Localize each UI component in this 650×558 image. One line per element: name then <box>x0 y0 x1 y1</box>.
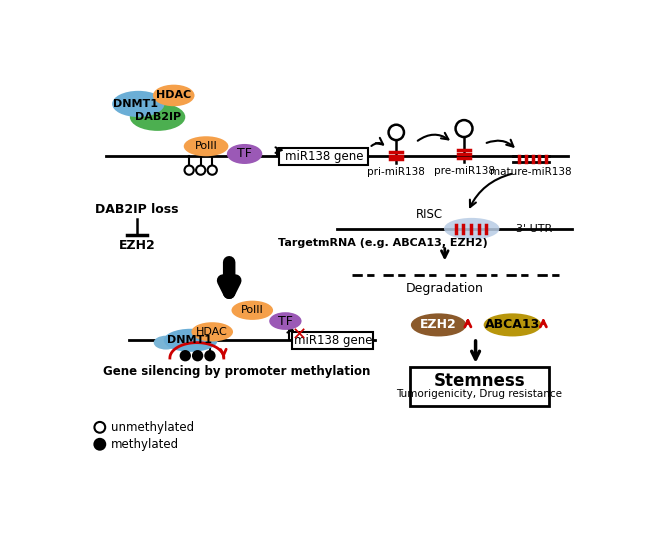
Circle shape <box>196 166 205 175</box>
Circle shape <box>456 120 473 137</box>
Ellipse shape <box>444 218 499 239</box>
Bar <box>292 332 373 349</box>
Ellipse shape <box>153 336 178 349</box>
Text: pri-miR138: pri-miR138 <box>367 167 425 177</box>
Text: EZH2: EZH2 <box>421 319 457 331</box>
Ellipse shape <box>484 314 541 336</box>
Ellipse shape <box>130 103 185 131</box>
Text: miR138 gene: miR138 gene <box>294 334 372 347</box>
Text: RISC: RISC <box>416 208 443 222</box>
Circle shape <box>193 351 202 360</box>
Text: PolII: PolII <box>241 305 264 315</box>
Text: unmethylated: unmethylated <box>111 421 194 434</box>
Circle shape <box>205 351 214 360</box>
Bar <box>280 148 368 165</box>
Text: HDAC: HDAC <box>156 90 191 100</box>
Text: PolII: PolII <box>195 141 218 151</box>
Circle shape <box>94 439 105 450</box>
Text: HDAC: HDAC <box>196 327 228 337</box>
Text: mature-miR138: mature-miR138 <box>490 167 572 177</box>
Bar <box>410 367 549 406</box>
Text: Stemness: Stemness <box>434 372 525 390</box>
Text: DNMT1: DNMT1 <box>166 335 212 345</box>
Text: TF: TF <box>278 315 292 328</box>
Text: ✕: ✕ <box>292 326 307 344</box>
Text: DNMT1: DNMT1 <box>112 99 158 109</box>
Text: DAB2IP: DAB2IP <box>135 112 181 122</box>
Ellipse shape <box>184 136 228 156</box>
Text: ABCA13: ABCA13 <box>485 319 540 331</box>
Ellipse shape <box>231 301 273 320</box>
Ellipse shape <box>112 91 164 117</box>
Ellipse shape <box>164 329 218 352</box>
Ellipse shape <box>411 314 466 336</box>
Circle shape <box>94 422 105 432</box>
Text: TF: TF <box>237 147 252 161</box>
Text: pre-miR138: pre-miR138 <box>434 166 495 176</box>
Text: EZH2: EZH2 <box>118 239 155 252</box>
Circle shape <box>389 124 404 140</box>
Ellipse shape <box>153 85 194 106</box>
Text: Gene silencing by promoter methylation: Gene silencing by promoter methylation <box>103 364 370 378</box>
Circle shape <box>207 166 217 175</box>
Text: TargetmRNA (e.g. ABCA13, EZH2): TargetmRNA (e.g. ABCA13, EZH2) <box>278 238 488 248</box>
Ellipse shape <box>269 312 302 330</box>
Ellipse shape <box>192 322 233 341</box>
Ellipse shape <box>227 144 263 164</box>
Circle shape <box>181 351 190 360</box>
Text: Tumorigenicity, Drug resistance: Tumorigenicity, Drug resistance <box>396 389 562 399</box>
Text: 3' UTR: 3' UTR <box>516 224 552 234</box>
Circle shape <box>185 166 194 175</box>
Text: Degradation: Degradation <box>406 282 484 295</box>
Text: methylated: methylated <box>111 438 179 451</box>
Text: DAB2IP loss: DAB2IP loss <box>95 203 179 216</box>
Text: miR138 gene: miR138 gene <box>285 150 363 163</box>
